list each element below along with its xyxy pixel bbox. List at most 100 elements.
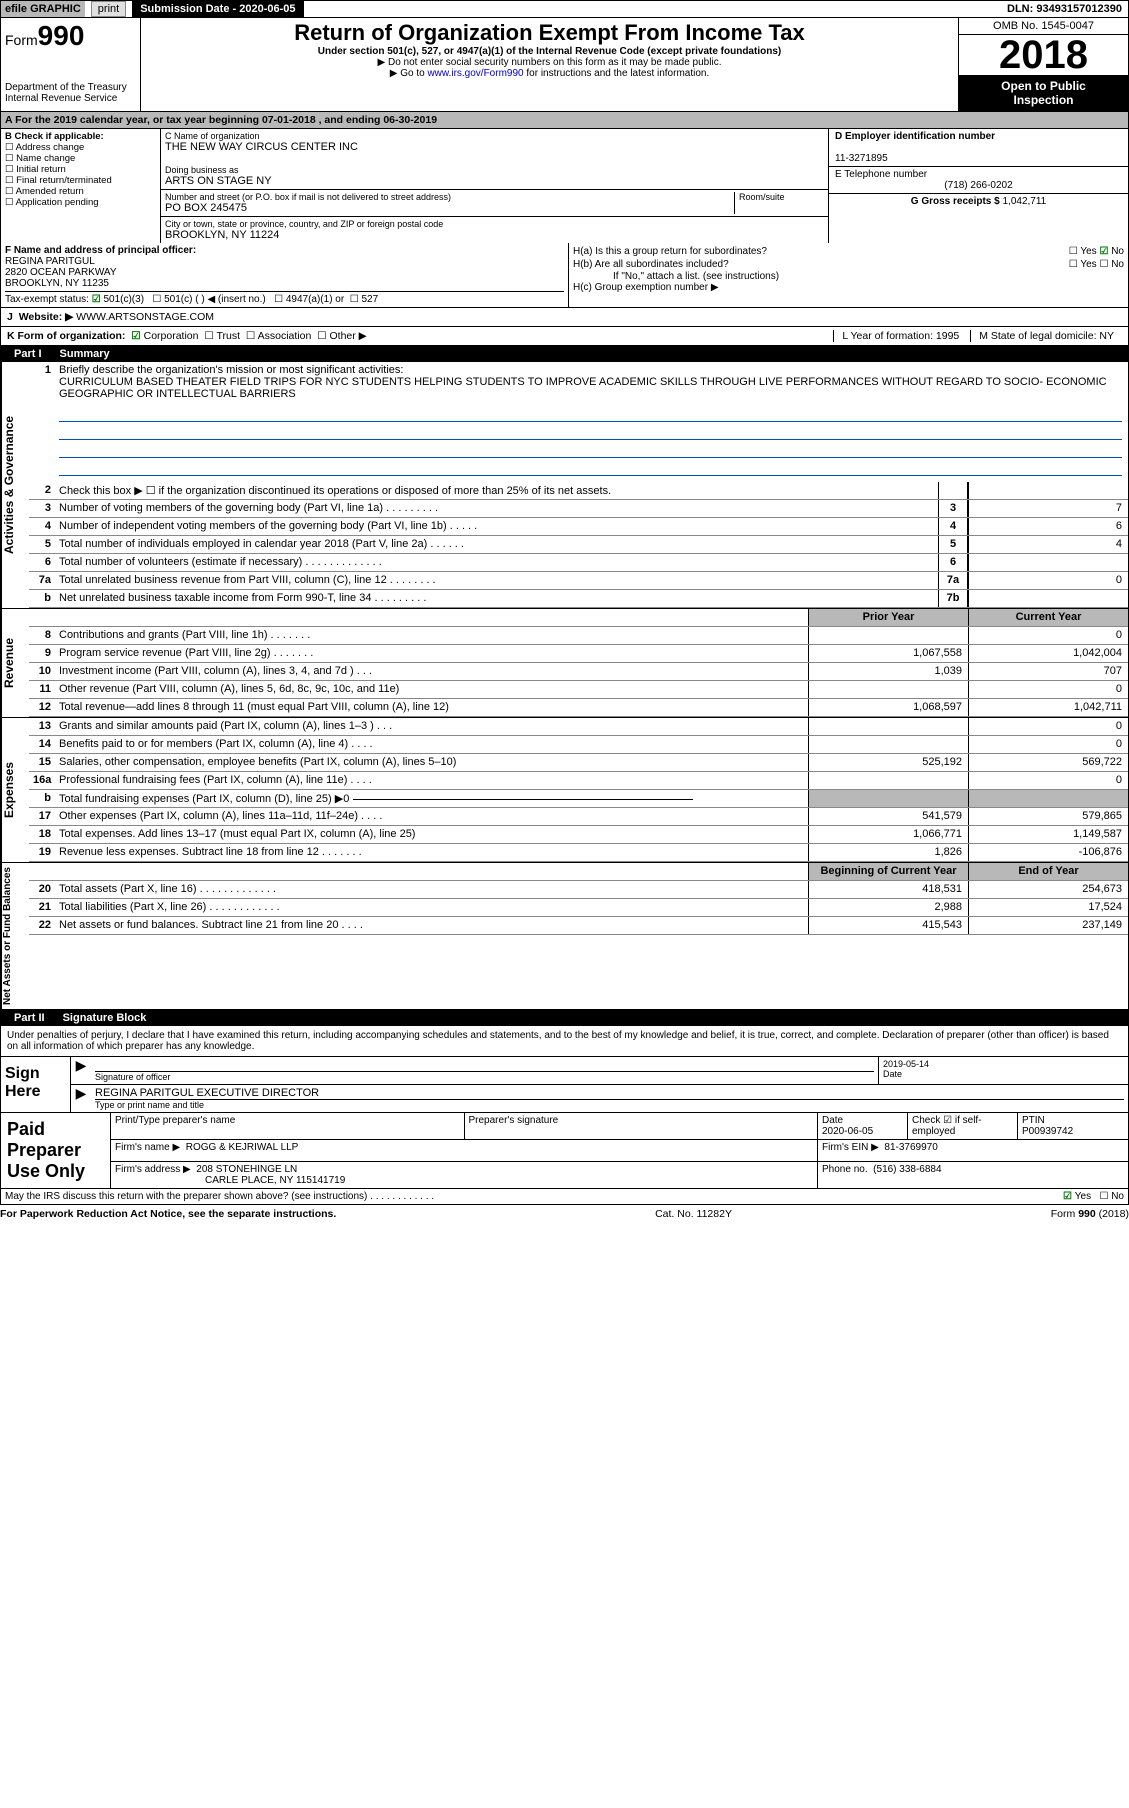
prep-h2: Preparer's signature bbox=[465, 1113, 819, 1139]
table-row: 11 Other revenue (Part VIII, column (A),… bbox=[29, 681, 1128, 699]
k-other[interactable]: Other ▶ bbox=[317, 330, 367, 342]
table-row: 16a Professional fundraising fees (Part … bbox=[29, 772, 1128, 790]
current-val: 0 bbox=[968, 736, 1128, 753]
b-title: B Check if applicable: bbox=[5, 131, 104, 142]
line-val bbox=[968, 482, 1128, 499]
side-gov: Activities & Governance bbox=[1, 362, 29, 608]
line-desc: Net unrelated business taxable income fr… bbox=[55, 590, 938, 607]
hdr-current: Current Year bbox=[968, 609, 1128, 626]
f-lbl: F Name and address of principal officer: bbox=[5, 245, 196, 256]
chk-app[interactable]: Application pending bbox=[5, 197, 99, 208]
line-desc: Contributions and grants (Part VIII, lin… bbox=[55, 627, 808, 644]
e-lbl: E Telephone number bbox=[835, 169, 927, 180]
k-assoc[interactable]: Association bbox=[246, 330, 311, 342]
line-desc: Revenue less expenses. Subtract line 18 … bbox=[55, 844, 808, 861]
prep-h4: Check ☑ if self-employed bbox=[908, 1113, 1018, 1139]
current-val bbox=[968, 790, 1128, 807]
hdr-end: End of Year bbox=[968, 863, 1128, 880]
table-row: 13 Grants and similar amounts paid (Part… bbox=[29, 718, 1128, 736]
tax-status-row: Tax-exempt status: 501(c)(3) 501(c) ( ) … bbox=[5, 291, 564, 305]
k-corp[interactable]: Corporation bbox=[131, 330, 198, 342]
current-val: 0 bbox=[968, 681, 1128, 698]
d-val: 11-3271895 bbox=[835, 153, 888, 164]
table-row: 18 Total expenses. Add lines 13–17 (must… bbox=[29, 826, 1128, 844]
open-2: Inspection bbox=[963, 93, 1124, 107]
ha-yes[interactable]: Yes bbox=[1069, 246, 1097, 257]
l1-text: CURRICULUM BASED THEATER FIELD TRIPS FOR… bbox=[59, 376, 1107, 400]
line-desc: Total fundraising expenses (Part IX, col… bbox=[55, 790, 808, 807]
irs-link[interactable]: www.irs.gov/Form990 bbox=[427, 68, 523, 79]
c-dba-lbl: Doing business as bbox=[165, 165, 824, 175]
k-trust[interactable]: Trust bbox=[204, 330, 240, 342]
part1-header: Part I Summary bbox=[0, 346, 1129, 362]
open-public: Open to Public Inspection bbox=[959, 75, 1128, 111]
line-desc: Total assets (Part X, line 16) . . . . .… bbox=[55, 881, 808, 898]
prior-val: 1,826 bbox=[808, 844, 968, 861]
c-dba: ARTS ON STAGE NY bbox=[165, 175, 824, 187]
prior-val bbox=[808, 736, 968, 753]
prep-fields: Print/Type preparer's name Preparer's si… bbox=[111, 1113, 1128, 1188]
efile-label: efile GRAPHIC bbox=[1, 1, 85, 17]
footer: For Paperwork Reduction Act Notice, see … bbox=[0, 1205, 1129, 1223]
chk-addr[interactable]: Address change bbox=[5, 142, 84, 153]
net-body: Beginning of Current Year End of Year 20… bbox=[29, 863, 1128, 1009]
table-row: 22 Net assets or fund balances. Subtract… bbox=[29, 917, 1128, 935]
ts-501c3[interactable]: 501(c)(3) bbox=[92, 294, 144, 305]
line-num: 8 bbox=[29, 627, 55, 644]
k-lbl: K Form of organization: bbox=[7, 330, 125, 342]
discuss-yes[interactable]: Yes bbox=[1063, 1191, 1091, 1202]
discuss-no[interactable]: No bbox=[1099, 1191, 1124, 1202]
discuss-row: May the IRS discuss this return with the… bbox=[0, 1189, 1129, 1205]
officer-name-lbl: Type or print name and title bbox=[95, 1100, 204, 1110]
sign-here-block: Sign Here ▶ Signature of officer 2019-05… bbox=[0, 1056, 1129, 1113]
print-button[interactable]: print bbox=[91, 1, 126, 17]
part1-title: Summary bbox=[60, 348, 110, 360]
line-box: 7a bbox=[938, 572, 968, 589]
block-d: D Employer identification number 11-3271… bbox=[829, 129, 1128, 167]
line-desc: Total liabilities (Part X, line 26) . . … bbox=[55, 899, 808, 916]
line-val: 7 bbox=[968, 500, 1128, 517]
side-exp: Expenses bbox=[1, 718, 29, 862]
line-desc: Total unrelated business revenue from Pa… bbox=[55, 572, 938, 589]
section-netassets: Net Assets or Fund Balances Beginning of… bbox=[0, 863, 1129, 1010]
officer-name: REGINA PARITGUL EXECUTIVE DIRECTOR Type … bbox=[91, 1085, 1128, 1112]
firm-val: ROGG & KEJRIWAL LLP bbox=[186, 1142, 299, 1153]
line-num: 10 bbox=[29, 663, 55, 680]
side-net: Net Assets or Fund Balances bbox=[1, 863, 29, 1009]
table-row: 9 Program service revenue (Part VIII, li… bbox=[29, 645, 1128, 663]
header-left: Form990 Department of the Treasury Inter… bbox=[1, 18, 141, 111]
current-val: 254,673 bbox=[968, 881, 1128, 898]
hb-no[interactable]: No bbox=[1099, 259, 1124, 270]
chk-init[interactable]: Initial return bbox=[5, 164, 66, 175]
phone-val: (516) 338-6884 bbox=[873, 1164, 941, 1175]
j-lbl: J bbox=[7, 311, 13, 323]
sub3-post: for instructions and the latest informat… bbox=[524, 68, 710, 79]
current-val: 237,149 bbox=[968, 917, 1128, 934]
chk-amend[interactable]: Amended return bbox=[5, 186, 84, 197]
j-text: Website: ▶ bbox=[19, 311, 74, 323]
current-val: 569,722 bbox=[968, 754, 1128, 771]
current-val: 1,149,587 bbox=[968, 826, 1128, 843]
prep-h5-lbl: PTIN bbox=[1022, 1115, 1045, 1126]
chk-final[interactable]: Final return/terminated bbox=[5, 175, 112, 186]
foot-r: Form 990 (2018) bbox=[1051, 1208, 1129, 1220]
line-box: 7b bbox=[938, 590, 968, 607]
block-g: G Gross receipts $ 1,042,711 bbox=[829, 194, 1128, 209]
f-addr2: BROOKLYN, NY 11235 bbox=[5, 278, 109, 289]
row-f-h: F Name and address of principal officer:… bbox=[0, 243, 1129, 308]
ts-501c[interactable]: 501(c) ( ) ◀ (insert no.) bbox=[152, 294, 265, 305]
section-governance: Activities & Governance 1 Briefly descri… bbox=[0, 362, 1129, 609]
line-num: 20 bbox=[29, 881, 55, 898]
chk-name[interactable]: Name change bbox=[5, 153, 75, 164]
form-small: Form bbox=[5, 32, 38, 48]
ts-4947[interactable]: 4947(a)(1) or bbox=[274, 294, 344, 305]
subtitle-1: Under section 501(c), 527, or 4947(a)(1)… bbox=[145, 46, 954, 57]
line-num: 4 bbox=[29, 518, 55, 535]
rev-body: Prior Year Current Year 8 Contributions … bbox=[29, 609, 1128, 717]
ha-no[interactable]: No bbox=[1099, 246, 1124, 257]
subtitle-3: ▶ Go to www.irs.gov/Form990 for instruct… bbox=[145, 68, 954, 79]
line-box: 4 bbox=[938, 518, 968, 535]
hb-yes[interactable]: Yes bbox=[1069, 259, 1097, 270]
prior-val: 525,192 bbox=[808, 754, 968, 771]
ts-527[interactable]: 527 bbox=[350, 294, 378, 305]
